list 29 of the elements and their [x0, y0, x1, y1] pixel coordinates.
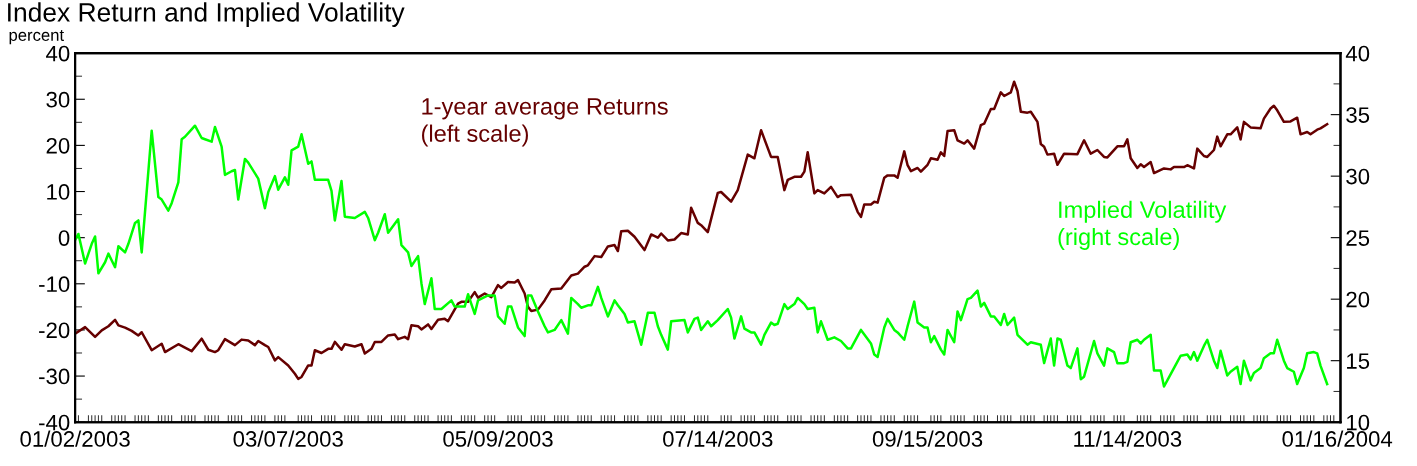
x-tick-label: 07/14/2003 [663, 430, 773, 447]
x-tick-label: 09/15/2003 [872, 430, 983, 447]
x-tick-label: 11/14/2003 [1074, 430, 1182, 447]
y2-tick-label: 40 [1345, 45, 1370, 62]
y-tick-label: 10 [47, 184, 70, 200]
text: 1-year average Returns (left scale) [422, 98, 668, 147]
line-series [75, 124, 1329, 388]
x-tick-label: 03/07/2003 [233, 430, 343, 447]
y-tick-label: -10 [39, 276, 70, 293]
y-tick-label: 0 [58, 230, 70, 246]
y-tick-label: 40 [46, 45, 70, 62]
line-series [75, 80, 1329, 381]
x-tick-label: 01/16/2004 [1282, 430, 1393, 447]
y2-tick-label: 15 [1347, 353, 1370, 369]
y2-tick-label: 10 [1347, 414, 1370, 431]
y2-tick-label: 25 [1346, 230, 1370, 246]
y-tick-label: -20 [39, 322, 70, 339]
y2-tick-label: 30 [1346, 168, 1370, 185]
y-tick-label: -40 [39, 414, 70, 431]
y2-tick-label: 35 [1346, 107, 1370, 123]
text: Implied Volatility (right scale) [1058, 200, 1227, 250]
y-axis-title: percent [9, 30, 64, 45]
chart-title: Index Return and Implied Volatility [8, 2, 405, 27]
x-tick-label: 01/02/2003 [20, 430, 130, 447]
y2-tick-label: 20 [1346, 291, 1370, 308]
x-tick-label: 05/09/2003 [443, 430, 553, 447]
y-tick-label: 30 [46, 91, 70, 108]
y-tick-label: -30 [39, 368, 70, 385]
y-tick-label: 20 [46, 137, 70, 154]
